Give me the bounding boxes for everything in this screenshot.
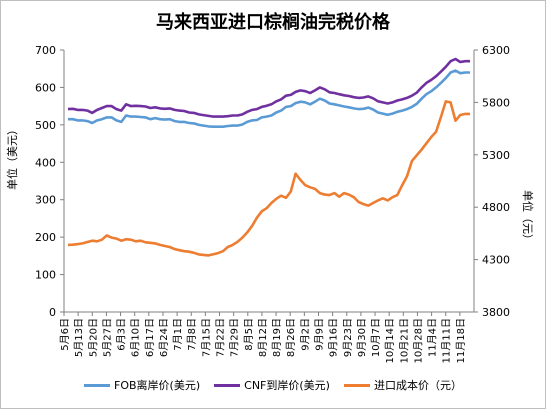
x-tick-label: 6月10日 <box>130 318 142 357</box>
x-tick-label: 9月2日 <box>299 318 311 351</box>
right-tick-label: 5300 <box>482 149 510 162</box>
left-tick-label: 500 <box>35 119 56 132</box>
series-line-1 <box>67 57 470 118</box>
series-line-2 <box>67 100 470 257</box>
x-tick-label: 9月16日 <box>328 318 340 357</box>
x-tick-label: 10月28日 <box>412 318 424 363</box>
right-tick-label: 4300 <box>482 254 510 267</box>
left-tick-label: 200 <box>35 231 56 244</box>
x-tick-label: 11月18日 <box>455 318 467 363</box>
left-tick-label: 600 <box>35 81 56 94</box>
left-tick-label: 300 <box>35 194 56 207</box>
left-tick-label: 700 <box>35 44 56 57</box>
x-tick-label: 11月11日 <box>441 318 453 363</box>
legend-item-1: CNF到岸价(美元) <box>214 377 330 393</box>
x-tick-label: 7月22日 <box>215 318 227 357</box>
chart-title: 马来西亚进口棕榈油完税价格 <box>156 12 390 33</box>
right-tick-label: 4800 <box>482 201 510 214</box>
legend-swatch <box>214 383 241 387</box>
left-tick-label: 0 <box>49 306 56 319</box>
x-tick-label: 8月12日 <box>257 318 269 357</box>
series-line-0 <box>68 69 470 128</box>
x-tick-label: 10月21日 <box>398 318 410 363</box>
left-tick-label: 400 <box>35 156 56 169</box>
right-tick-label: 5800 <box>482 96 510 109</box>
x-tick-label: 10月7日 <box>370 318 382 357</box>
x-tick-label: 9月30日 <box>356 318 368 357</box>
x-tick-label: 9月9日 <box>313 318 325 351</box>
legend-swatch <box>84 383 111 387</box>
axes: 0 100 200 300 400 500 600 700 3800 4300 4800 5300 58… <box>35 44 510 363</box>
x-tick-label: 5月27日 <box>101 318 113 357</box>
x-tick-label: 6月17日 <box>144 318 156 357</box>
series-lines <box>67 57 470 257</box>
legend-item-0: FOB离岸价(美元) <box>84 377 200 393</box>
x-tick-label: 7月29日 <box>229 318 241 357</box>
x-tick-label: 8月5日 <box>243 318 255 351</box>
x-tick-label: 5月13日 <box>73 318 85 357</box>
x-tick-label: 6月3日 <box>116 318 128 351</box>
x-tick-label: 8月19日 <box>271 318 283 357</box>
x-tick-label: 5月20日 <box>87 318 99 357</box>
legend-swatch <box>343 383 370 387</box>
x-tick-label: 6月24日 <box>158 318 170 357</box>
x-tick-label: 9月23日 <box>342 318 354 357</box>
left-tick-label: 100 <box>35 269 56 282</box>
legend-label: CNF到岸价(美元) <box>244 379 330 392</box>
legend-label: 进口成本价（元） <box>373 379 462 392</box>
legend: FOB离岸价(美元) CNF到岸价(美元) 进口成本价（元） <box>0 377 546 393</box>
x-tick-label: 5月6日 <box>59 318 71 351</box>
right-tick-label: 3800 <box>482 306 510 319</box>
right-tick-label: 6300 <box>482 44 510 57</box>
legend-label: FOB离岸价(美元) <box>114 379 201 392</box>
x-tick-label: 10月14日 <box>384 318 396 363</box>
x-tick-label: 8月26日 <box>285 318 297 357</box>
legend-item-2: 进口成本价（元） <box>343 377 462 393</box>
x-tick-label: 7月8日 <box>186 318 198 351</box>
x-tick-label: 11月4日 <box>427 318 439 357</box>
x-tick-label: 7月15日 <box>200 318 212 357</box>
x-tick-label: 7月1日 <box>172 318 184 351</box>
